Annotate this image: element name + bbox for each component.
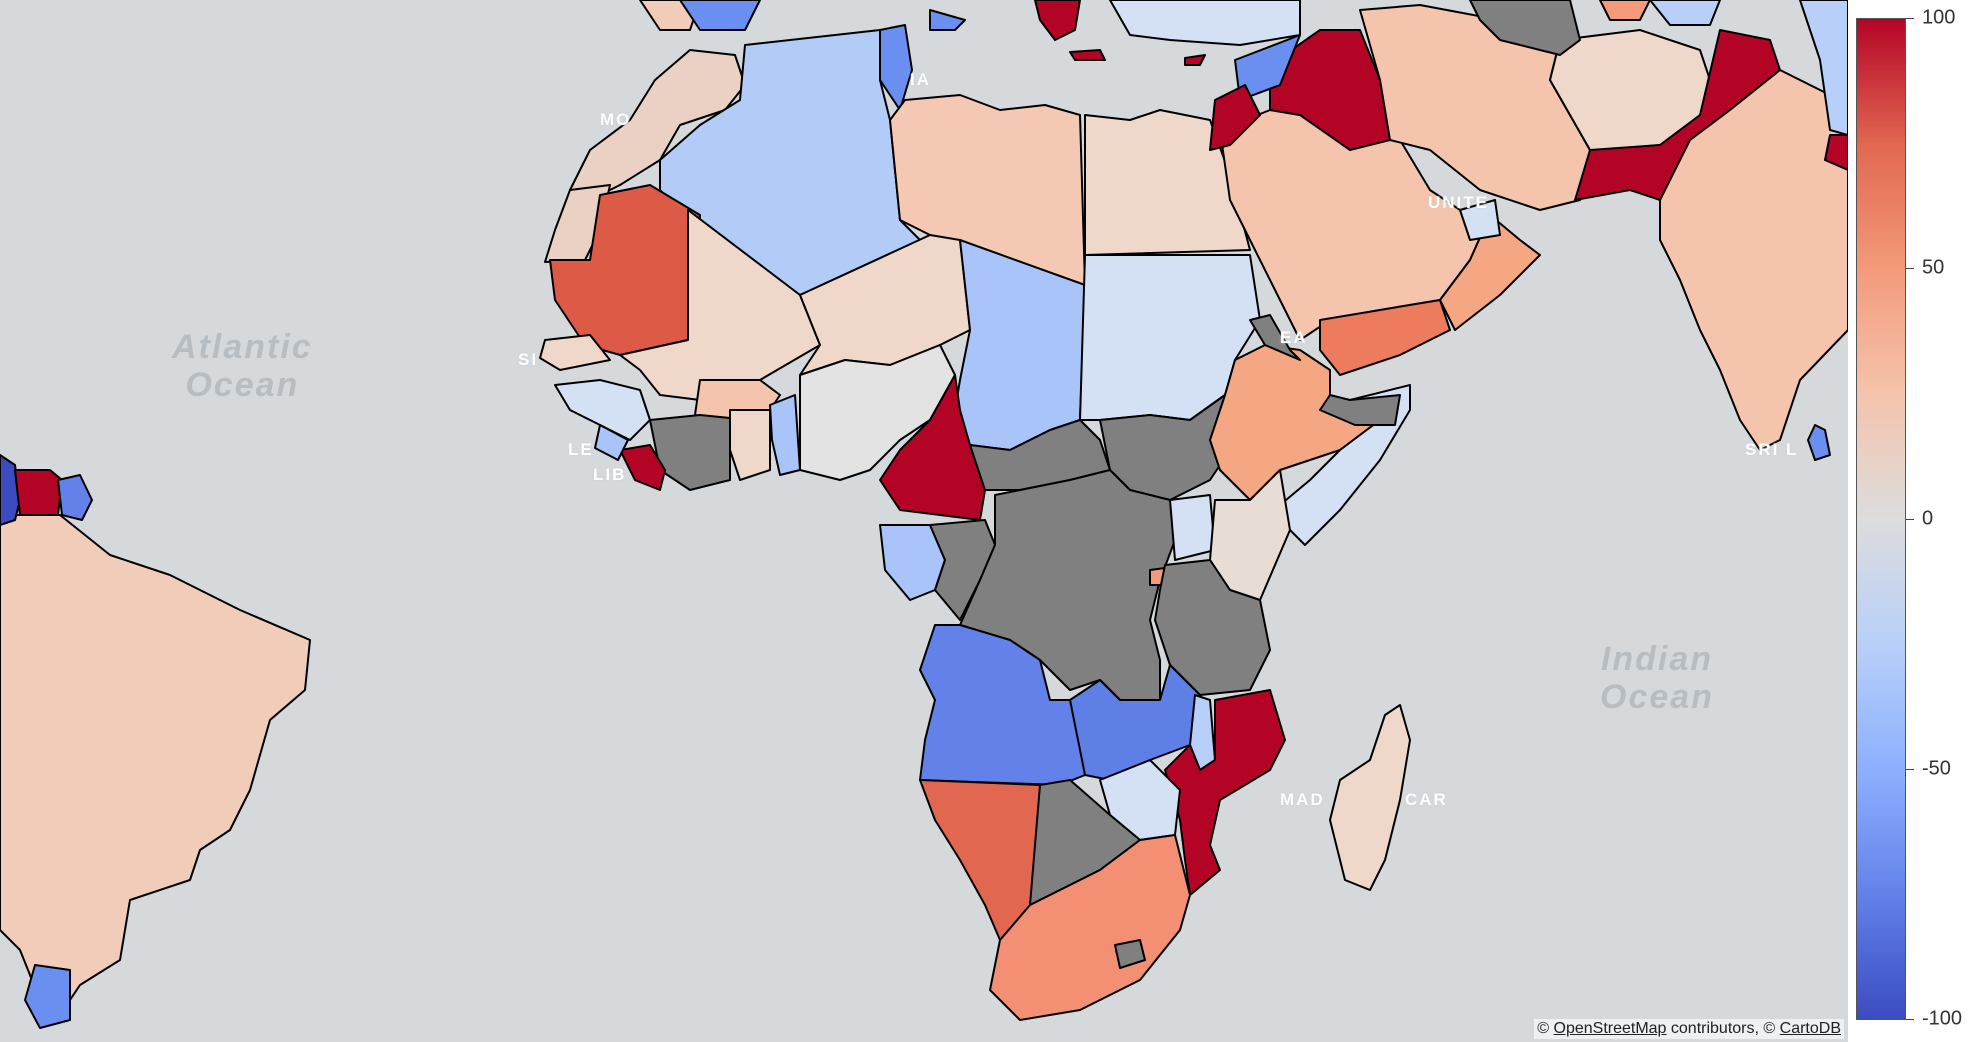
country-jordan-israel[interactable] [1209,84,1261,151]
colorbar-label-minus-100: -100 [1922,1007,1963,1030]
colorbar-tick [1906,268,1914,269]
country-brazil[interactable] [0,514,311,1001]
country-tanzania[interactable] [1154,559,1271,696]
colorbar-label-0: 0 [1922,507,1934,530]
country-uganda[interactable] [1169,494,1216,561]
colorbar: 100 50 0 -50 -100 [1848,0,1988,1042]
ocean-label-indian: Indian Ocean [1600,640,1714,716]
place-label-sri-lanka: SRI L [1745,440,1799,459]
country-cameroon[interactable] [879,374,986,521]
colorbar-gradient [1856,18,1906,1020]
place-label-senegal: SI [518,350,539,369]
choropleth-layer[interactable] [0,0,1848,1042]
colorbar-tick [1906,769,1914,770]
country-djibouti-somaliland[interactable] [1319,394,1401,426]
country-guinea[interactable] [554,379,651,441]
country-rep-congo[interactable] [929,519,996,621]
country-guyana[interactable] [57,474,93,521]
country-oman[interactable] [1439,214,1541,331]
place-label-sierra-leone: LE [568,440,594,459]
attribution-middle: contributors, © [1670,1020,1776,1037]
country-ghana[interactable] [729,409,771,481]
country-lesotho[interactable] [1114,939,1146,969]
country-turkmenistan[interactable] [1469,0,1581,56]
map-canvas[interactable]: Atlantic Ocean Indian Ocean MO IA SRI L … [0,0,1848,1042]
country-syria[interactable] [1234,34,1301,101]
country-liberia[interactable] [619,444,666,491]
country-nepal-bangladesh[interactable] [1824,134,1848,171]
country-eritrea[interactable] [1249,314,1301,361]
colorbar-tick [1906,18,1914,19]
country-togo-benin[interactable] [769,394,801,476]
place-label-tunisia: IA [910,70,931,89]
country-central-asia[interactable] [1649,0,1721,26]
carto-link[interactable]: CartoDB [1779,1020,1841,1037]
map-attribution: © OpenStreetMap contributors, © CartoDB [1534,1019,1844,1039]
place-label-red-sea: EA [1280,328,1308,347]
osm-link[interactable]: OpenStreetMap [1553,1020,1667,1037]
country-south-africa[interactable] [989,834,1191,1021]
place-label-liberia: LIB [593,465,627,484]
country-madagascar[interactable] [1329,704,1411,891]
colorbar-label-50: 50 [1922,256,1945,279]
country-italy-south[interactable] [679,0,761,31]
colorbar-label-minus-50: -50 [1922,757,1951,780]
country-suriname[interactable] [14,469,63,516]
country-sri-lanka[interactable] [1807,424,1831,461]
country-caucasus[interactable] [1599,0,1651,21]
country-greece[interactable] [1034,0,1081,41]
country-sierra-leone[interactable] [594,424,629,461]
attribution-prefix: © [1537,1020,1550,1037]
country-cyprus[interactable] [1184,54,1206,66]
country-senegal[interactable] [539,334,611,371]
colorbar-tick [1906,1019,1914,1020]
colorbar-tick [1906,519,1914,520]
country-yemen[interactable] [1319,299,1451,376]
country-uae[interactable] [1459,199,1501,241]
country-car[interactable] [969,419,1111,491]
country-uruguay[interactable] [24,964,71,1029]
colorbar-label-100: 100 [1922,6,1956,29]
country-northeast-corner[interactable] [1799,0,1848,136]
place-label-madagascar-right: CAR [1405,790,1448,809]
place-label-morocco: MO [600,110,632,129]
country-turkey[interactable] [1109,0,1301,46]
place-label-uae: UNITE [1428,193,1489,212]
country-crete[interactable] [1069,49,1106,61]
place-label-madagascar-left: MAD [1280,790,1325,809]
country-balkans[interactable] [929,9,966,31]
ocean-label-atlantic: Atlantic Ocean [172,328,313,404]
